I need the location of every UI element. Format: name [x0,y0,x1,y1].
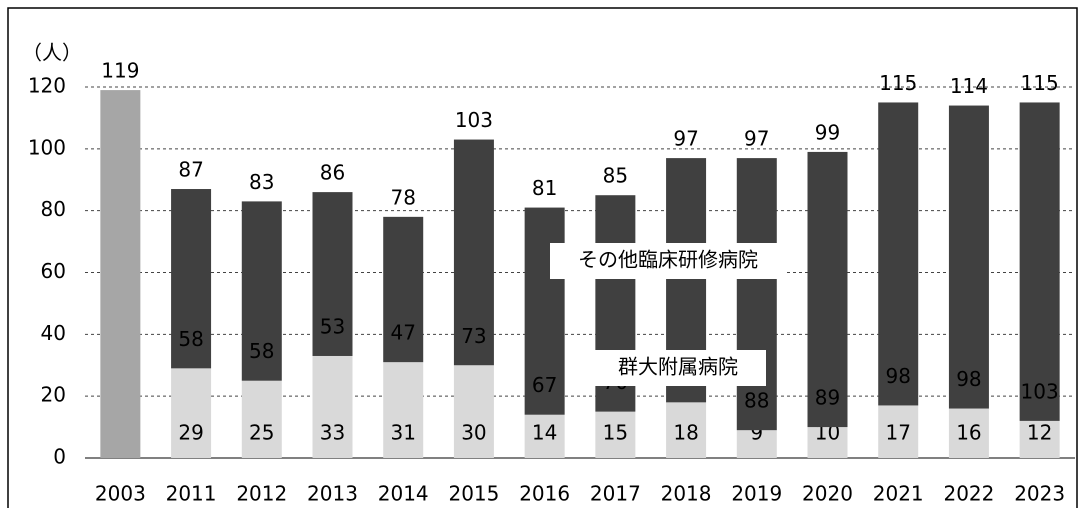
bar-segment [524,207,565,415]
bar-segment [383,216,424,363]
bar-segment [948,105,989,409]
bar-value-label: 47 [390,321,415,345]
bar-value-label: 12 [1027,421,1052,445]
total-label: 85 [603,164,628,188]
bar-segment [171,368,212,458]
bar-value-label: 89 [815,386,840,410]
x-tick-label: 2022 [943,482,994,506]
bar-value-label: 17 [885,421,910,445]
bar-value-label: 15 [603,421,628,445]
bar-segment [453,139,494,366]
x-tick-label: 2012 [236,482,287,506]
bar-value-label: 18 [673,421,698,445]
bar-value-label: 98 [885,364,910,388]
y-tick-label: 60 [41,259,66,283]
bar-segment [736,430,777,458]
y-tick-label: 20 [41,383,66,407]
legend-label: 群大附属病院 [618,355,738,379]
legend-box [550,243,786,279]
x-tick-label: 2023 [1014,482,1065,506]
bar-segment [807,151,848,428]
y-axis-label: （人） [22,41,82,65]
frame [7,7,1078,508]
bar-segment [1019,102,1060,421]
bar-segment [100,90,141,458]
total-label: 99 [815,120,840,144]
bar-segment [312,192,353,356]
y-tick-label: 40 [41,321,66,345]
total-label: 103 [455,108,493,132]
bar-value-label: 67 [532,373,557,397]
bar-value-label: 29 [178,421,203,445]
legend-label: その他臨床研修病院 [578,248,758,272]
bar-value-label: 73 [461,324,486,348]
bar-value-label: 30 [461,421,486,445]
total-label: 115 [879,71,917,95]
x-tick-label: 2014 [378,482,429,506]
total-label: 87 [178,158,203,182]
total-label: 83 [249,170,274,194]
bar-segment [948,408,989,458]
total-label: 119 [101,59,139,83]
bar-segment [807,427,848,458]
y-tick-label: 0 [53,445,66,469]
total-label: 114 [950,74,988,98]
bar-segment [878,405,919,458]
total-label: 81 [532,176,557,200]
y-tick-label: 120 [28,74,66,98]
bar-segment [383,362,424,458]
legend-box [590,350,766,386]
bar-value-label: 53 [320,314,345,338]
x-tick-label: 2011 [166,482,217,506]
bar-value-label: 88 [744,389,769,413]
x-tick-label: 2019 [731,482,782,506]
bar-value-label: 16 [956,421,981,445]
bar-segment [524,414,565,458]
bar-segment [312,355,353,458]
x-tick-label: 2018 [661,482,712,506]
x-tick-label: 2020 [802,482,853,506]
x-tick-label: 2016 [519,482,570,506]
x-tick-label: 2017 [590,482,641,506]
x-tick-label: 2015 [448,482,499,506]
bar-value-label: 14 [532,421,557,445]
bar-value-label: 103 [1021,379,1059,403]
bar-segment [241,380,282,458]
bar-value-label: 98 [956,367,981,391]
total-label: 115 [1021,71,1059,95]
total-label: 86 [320,161,345,185]
x-tick-label: 2013 [307,482,358,506]
bar-value-label: 25 [249,421,274,445]
bar-segment [878,102,919,406]
total-label: 97 [673,127,698,151]
bar-segment [595,411,636,458]
total-label: 97 [744,127,769,151]
bar-segment [171,189,212,369]
bar-segment [241,201,282,381]
x-tick-label: 2021 [873,482,924,506]
bar-value-label: 58 [178,327,203,351]
y-tick-label: 100 [28,135,66,159]
bar-segment [453,365,494,458]
bar-value-label: 31 [390,421,415,445]
bar-segment [1019,420,1060,458]
bar-value-label: 58 [249,339,274,363]
bar-segment [666,402,707,458]
y-tick-label: 80 [41,197,66,221]
x-tick-label: 2003 [95,482,146,506]
total-label: 78 [390,185,415,209]
bar-value-label: 33 [320,421,345,445]
